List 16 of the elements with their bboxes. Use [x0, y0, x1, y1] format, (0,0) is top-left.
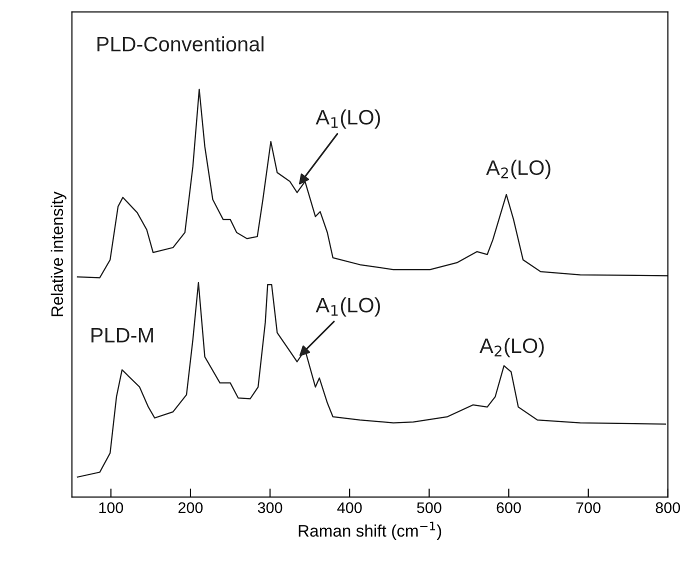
annotation: A$_{1}$(LO) — [316, 297, 380, 317]
text: PLD-Conventional — [97, 36, 264, 52]
annotation: A$_{2}$(LO) — [480, 338, 544, 358]
x-tick-label: 100 — [99, 502, 124, 514]
x-tick-label: 700 — [576, 502, 600, 514]
x-tick-label: 600 — [496, 502, 521, 514]
x-tick-label: 400 — [337, 502, 362, 514]
x-tick-label: 800 — [656, 502, 680, 514]
x-tick-label: 300 — [258, 502, 282, 514]
x-axis-title: Raman shift (cm$^{−1}$) — [298, 522, 442, 540]
annotation: A$_{2}$(LO) — [486, 160, 550, 180]
x-tick-label: 500 — [417, 502, 442, 514]
x-tick-label: 200 — [178, 502, 203, 514]
series-label: PLD-M — [92, 328, 153, 342]
y-axis-title: Relative intensity — [50, 192, 66, 316]
annotation: A$_{1}$(LO) — [316, 109, 380, 129]
